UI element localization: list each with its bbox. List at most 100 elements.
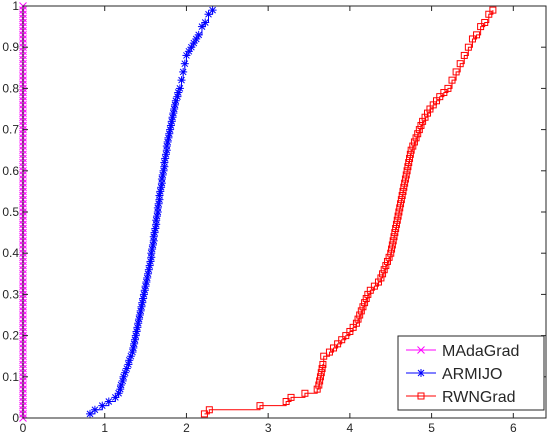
marker-stroke <box>163 142 171 150</box>
marker-stroke <box>176 85 184 92</box>
marker-stroke <box>134 319 142 327</box>
y-tick-label: 0.1 <box>2 370 19 384</box>
marker-stroke <box>179 68 187 76</box>
marker-square <box>388 241 396 249</box>
marker-square <box>379 270 387 278</box>
data-point <box>452 68 460 76</box>
marker-stroke <box>161 159 168 166</box>
marker-stroke <box>149 241 157 249</box>
data-point <box>316 377 324 385</box>
marker-stroke <box>136 311 144 319</box>
marker-square <box>402 171 410 179</box>
data-point <box>111 393 120 402</box>
marker-square <box>377 274 385 282</box>
data-point <box>464 43 472 51</box>
data-point <box>374 278 382 286</box>
data-point <box>404 163 412 171</box>
marker-stroke <box>132 332 140 339</box>
data-point <box>338 336 346 344</box>
marker-square <box>325 348 333 356</box>
marker-square <box>370 282 378 290</box>
data-point <box>436 93 444 101</box>
data-point <box>357 307 365 315</box>
marker-stroke <box>129 344 137 352</box>
marker-stroke <box>141 286 149 294</box>
data-point <box>481 18 489 26</box>
y-tick-label: 0.4 <box>2 246 19 260</box>
marker-square <box>424 109 432 117</box>
marker-square <box>417 392 425 400</box>
marker-square <box>334 340 342 348</box>
x-tick-label: 3 <box>265 421 272 435</box>
marker-square <box>354 315 362 323</box>
marker-square <box>404 163 412 171</box>
marker-square <box>385 253 393 261</box>
legend-label: RWNGrad <box>442 389 516 406</box>
marker-stroke <box>165 134 172 142</box>
marker-stroke <box>146 262 154 269</box>
data-point <box>189 39 198 48</box>
marker-stroke <box>178 76 185 84</box>
legend-item: MAdaGrad <box>406 343 519 360</box>
data-point <box>287 393 295 401</box>
marker-stroke <box>151 229 158 236</box>
y-tick-label: 0.8 <box>2 81 19 95</box>
data-point <box>393 216 401 224</box>
data-point <box>392 220 400 228</box>
marker-stroke <box>174 93 181 100</box>
marker-square <box>407 146 415 154</box>
marker-stroke <box>139 295 147 302</box>
data-point <box>403 167 411 175</box>
marker-stroke <box>170 105 178 113</box>
data-point <box>187 43 196 52</box>
marker-square <box>256 402 264 410</box>
data-point <box>407 146 415 154</box>
marker-stroke <box>166 126 174 133</box>
data-point <box>197 22 206 31</box>
data-point <box>397 200 405 208</box>
data-point <box>485 10 493 18</box>
data-point <box>394 212 402 220</box>
marker-square <box>390 233 398 241</box>
y-tick-label: 0 <box>12 411 19 425</box>
marker-square <box>366 286 374 294</box>
data-point <box>180 59 189 68</box>
data-point <box>400 183 408 191</box>
data-point <box>379 270 387 278</box>
data-point <box>317 369 325 377</box>
marker-stroke <box>150 233 158 241</box>
marker-stroke <box>86 410 94 418</box>
data-point <box>175 84 184 93</box>
marker-stroke <box>145 266 153 274</box>
data-point <box>388 241 396 249</box>
series-rwngrad <box>200 6 497 418</box>
marker-square <box>282 398 290 406</box>
marker-square <box>315 381 323 389</box>
marker-square <box>396 204 404 212</box>
y-tick-label: 0.2 <box>2 329 19 343</box>
data-point <box>397 196 405 204</box>
marker-square <box>301 389 309 397</box>
y-tick-label: 0.6 <box>2 164 19 178</box>
data-point <box>354 315 362 323</box>
data-point <box>391 229 399 237</box>
marker-stroke <box>147 249 155 257</box>
marker-square <box>403 167 411 175</box>
marker-square <box>481 18 489 26</box>
data-point <box>325 348 333 356</box>
y-tick-label: 0.5 <box>2 205 19 219</box>
data-point <box>440 89 448 97</box>
marker-stroke <box>158 175 166 183</box>
marker-square <box>387 249 395 257</box>
data-point <box>473 31 481 39</box>
marker-stroke <box>140 291 148 298</box>
data-point <box>399 187 407 195</box>
data-point <box>448 76 456 84</box>
data-point <box>330 344 338 352</box>
y-tick-label: 0.3 <box>2 287 19 301</box>
data-point <box>313 385 321 393</box>
y-tick-label: 0.7 <box>2 123 19 137</box>
data-point <box>104 397 113 406</box>
data-point <box>177 76 186 85</box>
